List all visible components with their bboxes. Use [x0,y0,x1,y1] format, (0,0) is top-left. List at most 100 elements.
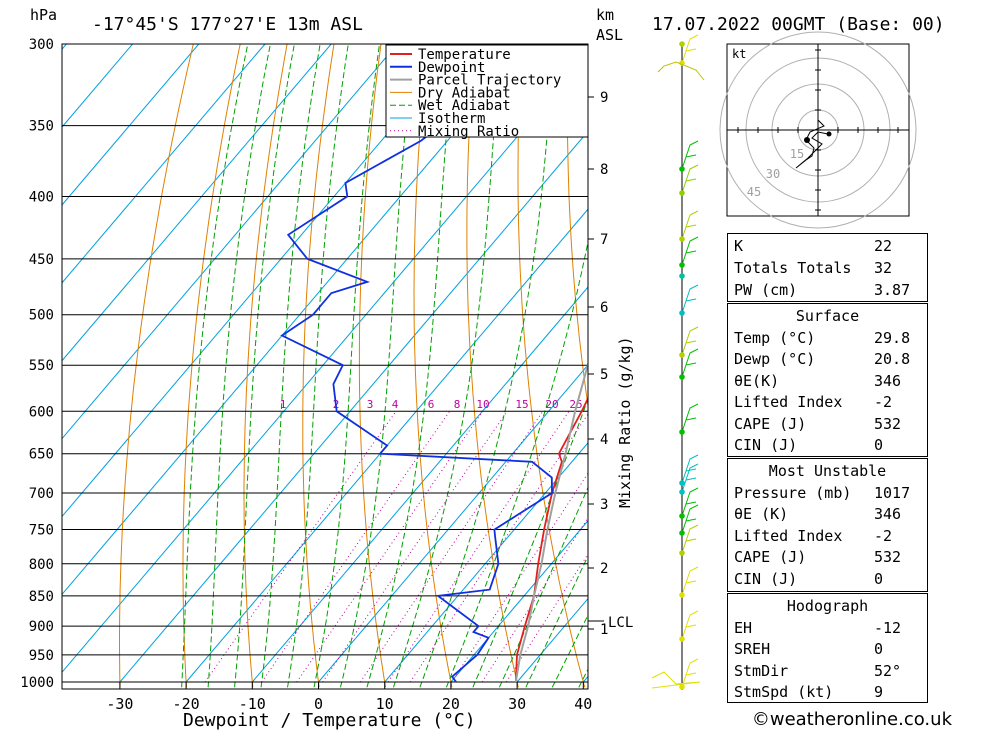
legend-item: Isotherm [418,111,485,127]
hodo-row: StmDir 52° [728,661,927,682]
isotherm-line [62,44,398,440]
km-tick-label: 3 [600,497,608,513]
hodograph-unit-label: kt [732,47,746,61]
mu-row: θE (K) 346 [728,504,927,525]
mixing-ratio-axis-title: Mixing Ratio (g/kg) [616,336,634,508]
mixing-ratio-label: 6 [428,398,435,411]
dry-adiabat-line [466,44,519,688]
mu-row: CAPE (J) 532 [728,547,927,568]
wind-barb [681,454,699,484]
wet-adiabat-line [313,44,380,688]
legend-item: Parcel Trajectory [418,73,561,89]
legend-item: Wet Adiabat [418,98,511,114]
pw-value: 3.87 [874,281,911,299]
wind-level-dot [679,41,685,47]
isotherm-line [62,52,588,674]
wet-adiabat-line [287,44,349,688]
plot-frame [61,43,589,690]
km-tick-label: 1 [600,622,608,638]
wind-barb-flag [685,672,697,676]
pressure-tick-label: 350 [29,119,54,135]
wind-barb [657,61,705,81]
x-tick-label: 30 [508,695,526,713]
isotherm-line [318,364,588,683]
pressure-tick-label: 550 [29,358,54,374]
wind-barb [681,487,699,517]
dry-adiabat-line [567,44,588,410]
wind-barb-flag [685,417,697,421]
eh-value: -12 [874,619,902,637]
mixing-ratio-label: 1 [280,398,287,411]
surface-li-label: Lifted Index [734,393,843,411]
wet-adiabat-line [207,44,271,688]
wind-barb-flag [685,538,697,542]
hodograph-ring [719,31,917,229]
pressure-tick-label: 900 [29,619,54,635]
wind-barb [681,403,699,433]
wind-barb-flag [685,518,697,522]
wind-barb [681,284,699,314]
hodograph-ring-label: 15 [790,147,804,161]
pressure-tick-label: 850 [29,589,54,605]
pressure-tick-label: 800 [29,557,54,573]
pressure-tick-label: 750 [29,523,54,539]
wind-barb [681,326,699,356]
mu-row: Lifted Index -2 [728,526,927,547]
surface-cin-label: CIN (J) [734,436,798,454]
wind-level-dot [679,273,685,279]
wind-barb-flag [685,468,697,472]
pw-label: PW (cm) [734,281,798,299]
legend-item: Dewpoint [418,60,485,76]
wind-barb-flag [685,250,697,254]
surface-thetae-label: θE(K) [734,372,780,390]
legend-item: Mixing Ratio [418,124,519,140]
k-index-value: 22 [874,237,893,255]
mixing-ratio-line [261,411,451,683]
mixing-ratio-line [322,411,508,683]
totals-value: 32 [874,259,893,277]
wind-barb [681,164,699,194]
dry-adiabat-line [119,44,194,688]
wind-barb-flag [685,477,697,481]
temperature-line [514,396,588,683]
stmdir-value: 52° [874,662,902,680]
isotherm-line [62,44,531,596]
isotherm-line [185,208,588,683]
hodograph-ring-label: 30 [766,167,780,181]
mixing-ratio-label: 4 [392,398,399,411]
storm-motion-point [826,131,832,137]
most-unstable-title: Most Unstable [768,462,887,480]
mu-li-value: -2 [874,527,893,545]
km-tick-label: 4 [600,432,608,448]
x-tick-label: 40 [574,695,592,713]
mu-li-label: Lifted Index [734,527,843,545]
km-tick-label: 8 [600,162,608,178]
pressure-tick-label: 700 [29,486,54,502]
pressure-tick-label: 400 [29,189,54,205]
surface-row: CAPE (J) 532 [728,414,927,435]
axis-labels: 3003504004505005506006507007508008509009… [20,37,633,713]
wind-barb [681,610,699,640]
location-title: -17°45'S 177°27'E 13m ASL [92,14,363,35]
isotherm-line [384,442,588,683]
km-unit-label: km [596,6,614,24]
surface-row: Temp (°C) 29.8 [728,328,927,349]
k-index-label: K [734,237,744,255]
mu-pressure-label: Pressure (mb) [734,484,852,502]
most-unstable-panel: Most Unstable Pressure (mb) 1017 θE (K) 34… [727,458,928,592]
wind-barb [681,463,699,493]
wind-barb [681,348,699,378]
hodograph-stats-panel: Hodograph EH -12 SREH 0 StmDir 52° StmSpd (… [727,593,928,703]
hodograph-trace [795,119,829,169]
hodo-row: StmSpd (kt) 9 [728,682,927,703]
credit-text[interactable]: ©weatheronline.co.uk [751,709,952,730]
wind-barb [681,236,699,266]
pressure-unit-label: hPa [30,6,57,24]
mu-row: Pressure (mb) 1017 [728,483,927,504]
indices-panel: K 22 Totals Totals 32 PW (cm) 3.87 [727,233,928,302]
wind-barb-column [651,34,705,690]
stmspd-label: StmSpd (kt) [734,683,834,701]
surface-temp-value: 29.8 [874,329,911,347]
mu-cin-value: 0 [874,570,884,588]
